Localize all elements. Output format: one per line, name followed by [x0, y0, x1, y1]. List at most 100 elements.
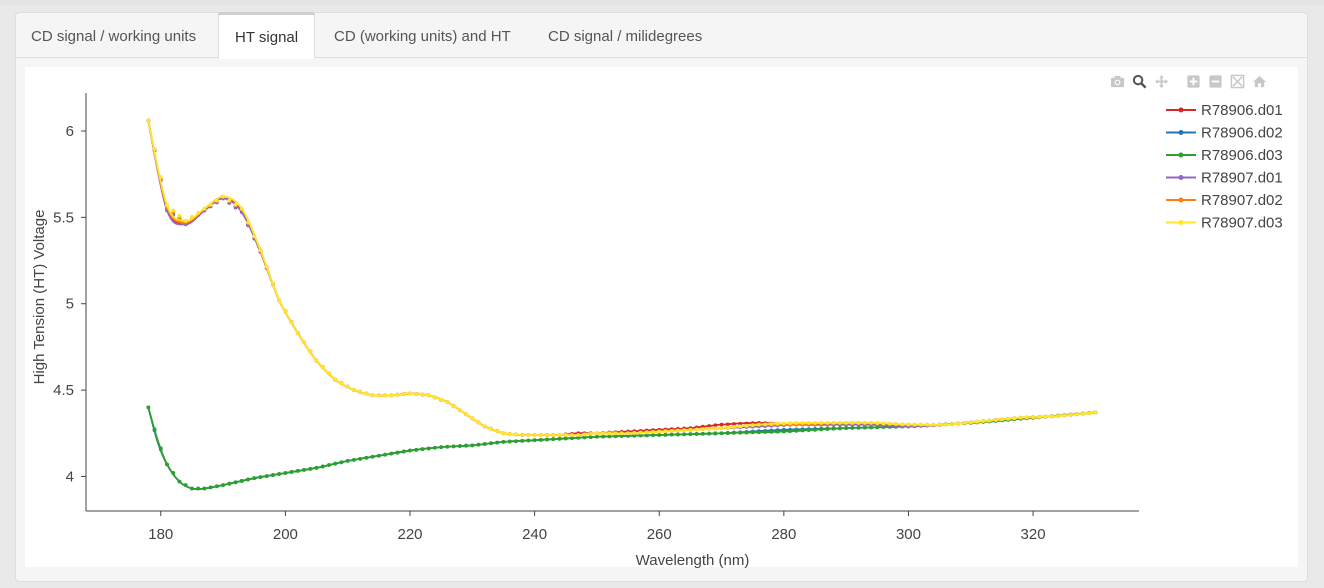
data-point — [383, 393, 387, 398]
data-point — [557, 433, 562, 437]
data-point — [738, 430, 743, 435]
data-point — [414, 447, 419, 452]
series-R78906-d02[interactable] — [146, 405, 1098, 491]
data-point — [476, 442, 481, 447]
autoscale-icon[interactable] — [1226, 72, 1248, 90]
data-point — [308, 466, 313, 471]
data-point — [651, 433, 655, 438]
data-point — [844, 426, 849, 430]
legend-label: R78906.d02 — [1201, 125, 1283, 142]
data-point — [507, 439, 512, 444]
data-point — [1037, 414, 1042, 419]
series-R78907-d01[interactable] — [146, 118, 1098, 437]
data-point — [395, 392, 400, 397]
data-point — [208, 485, 213, 490]
data-point — [688, 432, 693, 437]
data-point — [638, 430, 643, 435]
data-point — [725, 431, 730, 435]
data-point — [177, 479, 182, 484]
data-point — [426, 393, 431, 398]
data-point — [595, 431, 599, 436]
data-point — [626, 431, 630, 436]
data-point — [831, 421, 836, 425]
camera-icon[interactable] — [1106, 72, 1128, 90]
legend-marker — [1178, 130, 1184, 135]
data-point — [221, 194, 225, 199]
data-point — [950, 422, 954, 426]
data-point — [719, 422, 724, 427]
data-point — [214, 484, 219, 489]
data-point — [370, 393, 375, 398]
data-point — [408, 448, 412, 453]
data-point — [632, 433, 637, 438]
zoom-icon[interactable] — [1128, 72, 1150, 90]
data-point — [719, 431, 724, 436]
data-point — [719, 426, 724, 430]
data-point — [757, 422, 761, 427]
series-line — [147, 407, 1096, 491]
data-point — [514, 432, 518, 437]
data-point — [707, 424, 711, 428]
data-point — [794, 428, 799, 433]
data-point — [538, 433, 543, 437]
data-point — [308, 349, 313, 354]
data-point — [433, 395, 437, 400]
data-point — [1018, 415, 1023, 420]
data-point — [551, 437, 556, 442]
data-point — [1062, 413, 1067, 418]
tab-cd-signal-milidegrees[interactable]: CD signal / milidegrees — [548, 28, 703, 45]
data-point — [501, 431, 506, 436]
series-R78907-d02[interactable] — [146, 118, 1098, 437]
data-point — [171, 208, 176, 213]
data-point — [352, 457, 356, 462]
data-point — [813, 427, 817, 432]
data-point — [445, 400, 450, 405]
y-tick-label: 5 — [66, 296, 74, 313]
data-point — [302, 340, 306, 345]
legend-item-R78907-d02[interactable]: R78907.d02 — [1166, 192, 1283, 209]
data-point — [339, 460, 344, 465]
data-point — [258, 248, 263, 253]
data-point — [196, 486, 201, 491]
series-R78906-d03[interactable] — [146, 405, 1098, 491]
data-point — [906, 422, 911, 427]
data-point — [869, 425, 873, 430]
data-point — [601, 431, 606, 436]
home-icon[interactable] — [1248, 72, 1270, 90]
tab-cd-and-ht[interactable]: CD (working units) and HT — [334, 28, 511, 45]
data-point — [158, 446, 163, 451]
data-point — [165, 462, 169, 467]
zoom-out-icon[interactable] — [1204, 72, 1226, 90]
legend-item-R78906-d01[interactable]: R78906.d01 — [1166, 102, 1283, 119]
data-point — [613, 434, 618, 439]
data-point — [682, 432, 687, 437]
legend-item-R78907-d03[interactable]: R78907.d03 — [1166, 215, 1283, 232]
data-point — [146, 405, 151, 410]
data-point — [582, 432, 587, 437]
x-tick-label: 300 — [896, 526, 921, 543]
legend-item-R78906-d03[interactable]: R78906.d03 — [1166, 147, 1283, 164]
x-tick-label: 280 — [771, 526, 796, 543]
legend-item-R78907-d01[interactable]: R78907.d01 — [1166, 170, 1283, 187]
zoom-in-icon[interactable] — [1182, 72, 1204, 90]
data-point — [345, 459, 350, 463]
data-point — [507, 431, 512, 436]
data-point — [470, 416, 475, 421]
data-point — [956, 421, 961, 426]
data-point — [246, 477, 250, 482]
tab-ht-signal[interactable]: HT signal — [218, 12, 316, 59]
pan-icon[interactable] — [1150, 72, 1172, 90]
data-point — [1087, 411, 1092, 416]
data-point — [763, 430, 768, 434]
series-R78906-d01[interactable] — [146, 118, 1098, 437]
data-point — [856, 425, 861, 430]
data-point — [769, 422, 774, 426]
tab-cd-signal-working-units[interactable]: CD signal / working units — [31, 28, 197, 45]
legend-item-R78906-d02[interactable]: R78906.d02 — [1166, 125, 1283, 142]
data-point — [744, 423, 749, 428]
x-axis-title: Wavelength (nm) — [636, 552, 750, 569]
data-point — [588, 431, 593, 436]
series-R78907-d03[interactable] — [146, 118, 1098, 437]
data-point — [1056, 414, 1060, 418]
